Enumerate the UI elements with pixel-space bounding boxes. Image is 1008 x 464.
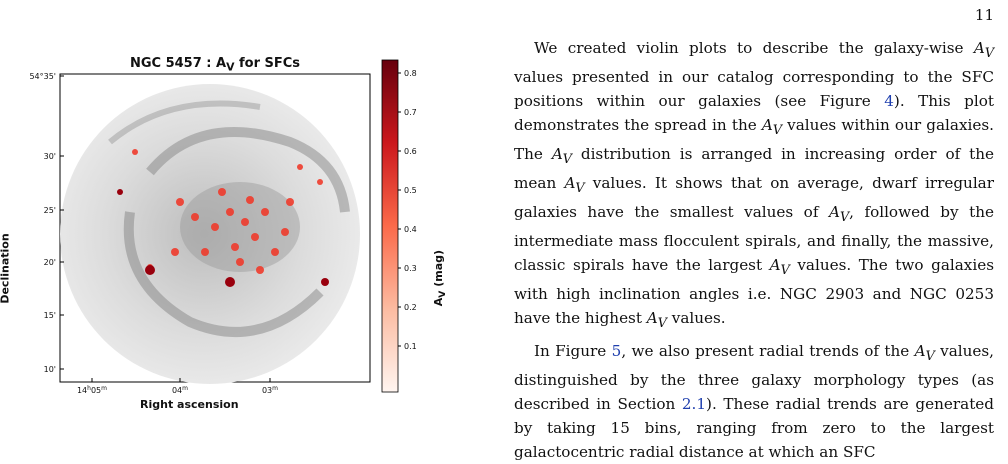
colorbar-tick-label: 0.7 <box>404 108 417 117</box>
ra-tick-label: 04m <box>172 385 188 396</box>
text-column: We created violin plots to describe the … <box>514 36 994 464</box>
colorbar-label: AV (mag) <box>432 249 449 307</box>
colorbar-tick-label: 0.2 <box>404 303 417 312</box>
paragraph-radial-trends: In Figure 5, we also present radial tren… <box>514 342 995 462</box>
figure-plot: 54°35' 30' 25' 20' 15' 10' 14h05m 04m 03… <box>29 59 417 395</box>
figure-ref-link[interactable]: 4 <box>884 92 894 111</box>
ra-axis: 14h05m 04m 03m <box>77 378 278 395</box>
figure-ref-link[interactable]: 5 <box>611 342 622 361</box>
sfc-markers <box>132 149 323 274</box>
sfc-markers-dark <box>117 189 329 287</box>
dec-tick-label: 25' <box>44 206 56 215</box>
x-axis-label: Right ascension <box>140 398 239 411</box>
colorbar-tick-label: 0.1 <box>404 342 417 351</box>
figure: 54°35' 30' 25' 20' 15' 10' 14h05m 04m 03… <box>0 52 470 412</box>
colorbar-ticks: 0.8 0.7 0.6 0.5 0.4 0.3 0.2 0.1 <box>398 69 417 351</box>
ra-tick-label: 03m <box>262 385 278 396</box>
dec-tick-label: 20' <box>44 258 56 267</box>
dec-axis: 54°35' 30' 25' 20' 15' 10' <box>29 72 64 374</box>
dec-tick-label: 10' <box>44 365 56 374</box>
paragraph-violin-plots: We created violin plots to describe the … <box>514 39 994 331</box>
y-axis-label: Declination <box>0 233 12 304</box>
colorbar-tick-label: 0.4 <box>404 225 417 234</box>
dec-tick-label: 54°35' <box>29 72 56 81</box>
colorbar-tick-label: 0.3 <box>404 264 417 273</box>
colorbar-tick-label: 0.5 <box>404 186 417 195</box>
dec-tick-label: 15' <box>44 311 56 320</box>
dec-tick-label: 30' <box>44 152 56 161</box>
page-number: 11 <box>974 6 994 24</box>
galaxy-structure <box>108 100 350 337</box>
figure-title: NGC 5457 : AV for SFCs <box>129 56 301 74</box>
ra-tick-label: 14h05m <box>77 385 107 396</box>
galaxy-disk <box>60 84 360 384</box>
colorbar-tick-label: 0.6 <box>404 147 417 156</box>
colorbar-tick-label: 0.8 <box>404 69 417 78</box>
section-ref-link[interactable]: 2.1 <box>681 395 707 414</box>
colorbar <box>381 59 399 393</box>
